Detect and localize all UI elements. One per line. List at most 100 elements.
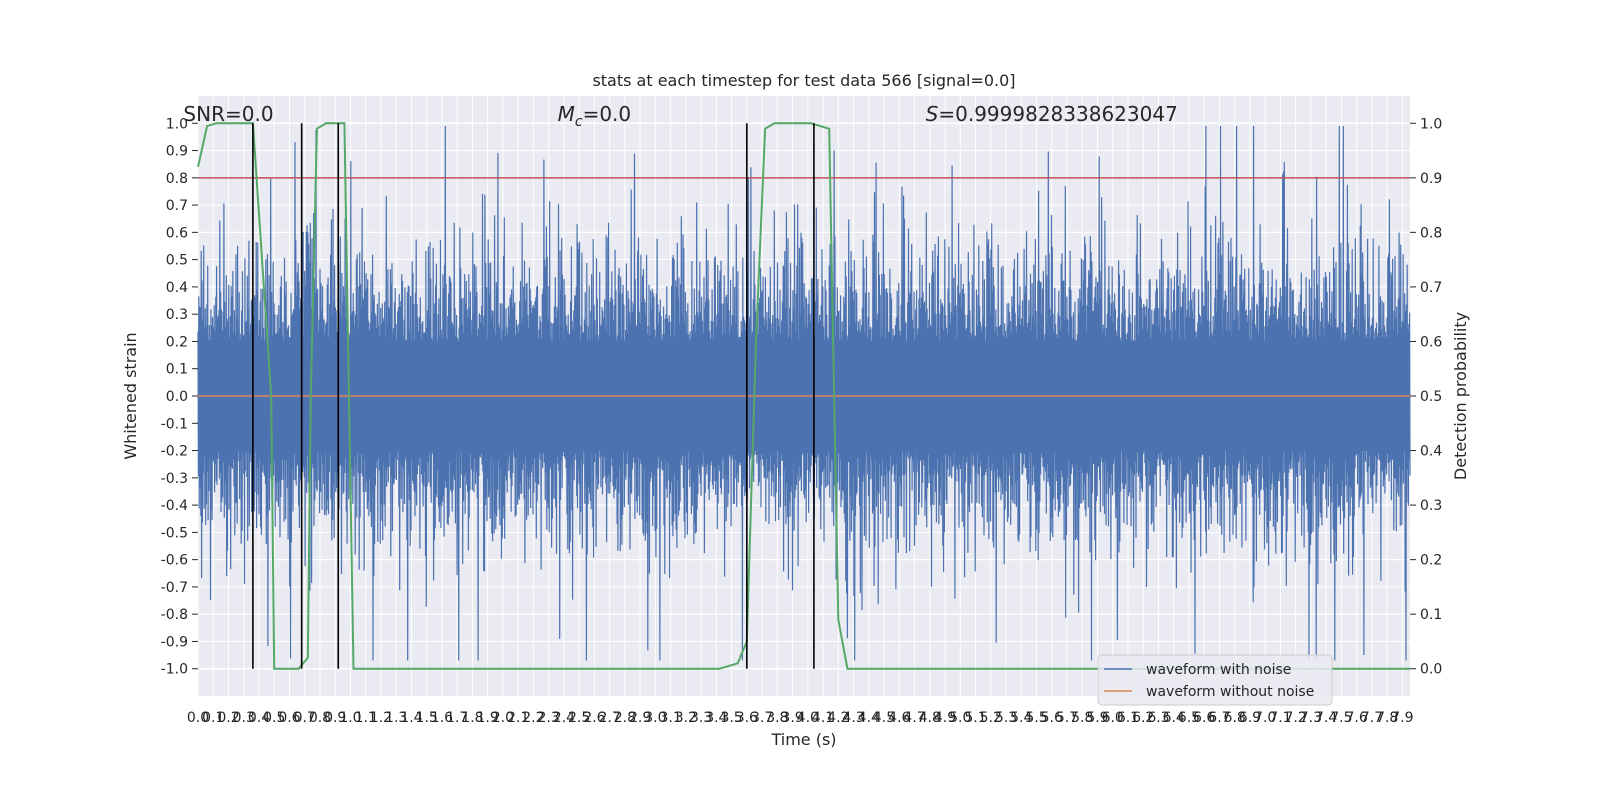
x-tick-label: 6.8: [1224, 710, 1246, 726]
x-tick-label: 3.3: [690, 710, 712, 726]
y-tick-label: 0.7: [166, 198, 188, 214]
y-tick-label: 0.6: [166, 225, 188, 241]
x-tick-label: 1.0: [339, 710, 361, 726]
y-axis-label: Whitened strain: [121, 332, 140, 459]
series-detection-probability: [197, 122, 1410, 670]
x-tick-label: 2.6: [583, 710, 605, 726]
x-tick-label: 7.3: [1300, 710, 1322, 726]
x-tick-label: 6.7: [1208, 710, 1230, 726]
y2-axis-label: Detection probability: [1451, 312, 1470, 480]
annotation-symbol: S: [926, 102, 939, 126]
x-tick-label: 2.5: [568, 710, 590, 726]
legend-label: waveform without noise: [1146, 684, 1314, 700]
x-tick-label: 4.1: [812, 710, 834, 726]
y2-tick-label: 0.1: [1420, 607, 1442, 623]
y-tick-label: 0.1: [166, 362, 188, 378]
x-tick-label: 4.6: [888, 710, 910, 726]
annotation-layer: SNR=0.0 Mc=0.0 S=0.9999828338623047: [183, 102, 1177, 130]
data-layer: [197, 122, 1411, 670]
x-tick-label: 4.4: [858, 710, 880, 726]
x-tick-label: 7.6: [1346, 710, 1368, 726]
x-tick-label: 1.4: [400, 710, 422, 726]
y-tick-label: -0.6: [161, 553, 188, 569]
y2-tick-label: 0.5: [1420, 389, 1442, 405]
y-tick-label: 0.4: [166, 280, 188, 296]
x-tick-label: 2.1: [507, 710, 529, 726]
x-tick-label: 4.8: [919, 710, 941, 726]
chirp-mass-annotation: Mc=0.0: [558, 102, 632, 130]
x-axis-label: Time (s): [770, 730, 836, 749]
annotation-value: =0.0: [583, 102, 632, 126]
x-tick-label: 5.7: [1056, 710, 1078, 726]
x-tick-label: 2.8: [614, 710, 636, 726]
x-tick-label: 3.1: [659, 710, 681, 726]
x-tick-label: 6.6: [1193, 710, 1215, 726]
x-tick-label: 3.4: [705, 710, 727, 726]
y-tick-label: 0.5: [166, 253, 188, 269]
x-tick-label: 3.0: [644, 710, 666, 726]
y2-tick-label: 0.8: [1420, 225, 1442, 241]
y-tick-label: 0.9: [166, 144, 188, 160]
y-tick-label: -0.2: [161, 444, 188, 460]
legend-label: waveform with noise: [1146, 662, 1291, 678]
x-tick-label: 2.2: [522, 710, 544, 726]
y-tick-label: -0.9: [161, 634, 188, 650]
x-tick-label: 3.6: [736, 710, 758, 726]
axis-layer: 0.00.10.20.30.40.50.60.70.80.91.01.11.21…: [161, 116, 1443, 726]
x-tick-label: 6.2: [1132, 710, 1154, 726]
x-tick-label: 4.3: [842, 710, 864, 726]
x-tick-label: 6.1: [1117, 710, 1139, 726]
chart-title: stats at each timestep for test data 566…: [592, 71, 1015, 90]
y2-tick-label: 1.0: [1420, 116, 1442, 132]
x-tick-label: 6.9: [1239, 710, 1261, 726]
annotation-value: =0.9999828338623047: [938, 102, 1177, 126]
y-tick-label: -0.7: [161, 580, 188, 596]
x-tick-label: 6.0: [1102, 710, 1124, 726]
x-tick-label: 0.1: [202, 710, 224, 726]
x-tick-label: 2.4: [553, 710, 575, 726]
snr-annotation: SNR=0.0: [183, 102, 273, 126]
y-tick-label: -1.0: [161, 662, 188, 678]
x-tick-label: 3.5: [720, 710, 742, 726]
x-tick-label: 4.0: [797, 710, 819, 726]
y2-tick-label: 0.6: [1420, 334, 1442, 350]
x-tick-label: 1.3: [385, 710, 407, 726]
score-annotation: S=0.9999828338623047: [926, 102, 1178, 126]
x-tick-label: 0.0: [187, 710, 209, 726]
x-tick-label: 1.7: [446, 710, 468, 726]
x-tick-label: 4.5: [873, 710, 895, 726]
x-tick-label: 0.4: [248, 710, 270, 726]
legend: waveform with noise waveform without nois…: [1097, 654, 1333, 706]
y-tick-label: 1.0: [166, 116, 188, 132]
y-tick-label: -0.4: [161, 498, 188, 514]
x-tick-label: 0.7: [294, 710, 316, 726]
x-tick-label: 7.7: [1361, 710, 1383, 726]
y2-tick-label: 0.9: [1420, 171, 1442, 187]
y-tick-label: -0.5: [161, 525, 188, 541]
x-tick-label: 5.3: [995, 710, 1017, 726]
x-tick-label: 3.8: [766, 710, 788, 726]
x-tick-label: 5.9: [1086, 710, 1108, 726]
x-tick-label: 5.8: [1071, 710, 1093, 726]
y2-tick-label: 0.3: [1420, 498, 1442, 514]
y-tick-label: -0.8: [161, 607, 188, 623]
x-tick-label: 0.3: [233, 710, 255, 726]
x-tick-label: 6.5: [1178, 710, 1200, 726]
x-tick-label: 1.8: [461, 710, 483, 726]
x-tick-label: 7.2: [1285, 710, 1307, 726]
x-tick-label: 5.6: [1041, 710, 1063, 726]
x-tick-label: 7.0: [1254, 710, 1276, 726]
x-tick-label: 6.3: [1147, 710, 1169, 726]
x-tick-label: 2.7: [598, 710, 620, 726]
annotation-symbol: M: [558, 102, 575, 126]
y-tick-label: -0.1: [161, 416, 188, 432]
x-tick-label: 5.2: [980, 710, 1002, 726]
x-tick-label: 0.8: [309, 710, 331, 726]
x-tick-label: 1.9: [477, 710, 499, 726]
x-tick-label: 1.5: [416, 710, 438, 726]
x-tick-label: 3.2: [675, 710, 697, 726]
series-waveform-with-noise: [197, 125, 1411, 661]
x-tick-label: 7.4: [1315, 710, 1337, 726]
x-tick-label: 0.9: [324, 710, 346, 726]
